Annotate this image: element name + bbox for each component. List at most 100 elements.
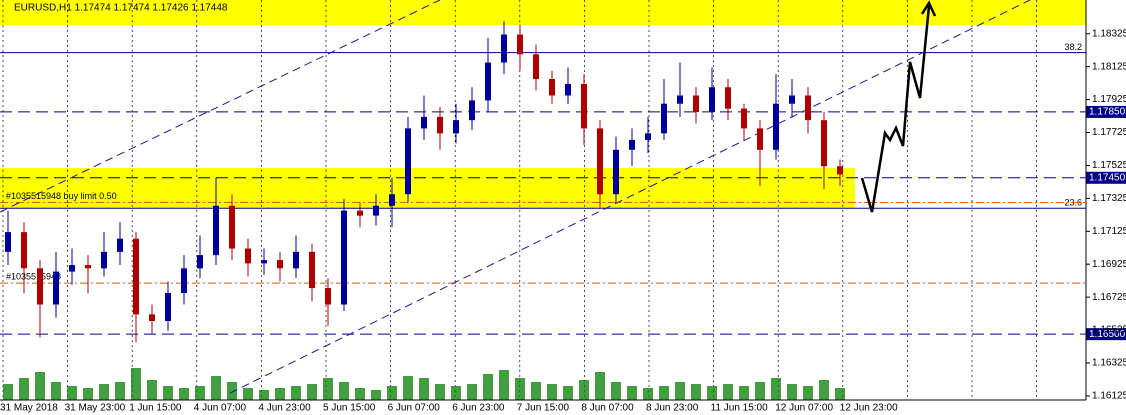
y-tick-label: 1.16325 <box>1092 358 1126 369</box>
candle-body <box>629 139 635 150</box>
forecast-path <box>860 5 931 213</box>
candle-body <box>133 238 139 315</box>
volume-bar <box>67 386 77 400</box>
volume-bar <box>803 386 813 400</box>
candle-body <box>613 149 619 195</box>
candle-body <box>149 314 155 321</box>
level-label-box <box>1086 328 1126 341</box>
x-tick-label: 7 Jun 15:00 <box>517 403 570 414</box>
candle-body <box>197 255 203 269</box>
x-tick-label: 31 May 23:00 <box>65 403 126 414</box>
candle-body <box>53 271 59 305</box>
volume-bar <box>435 384 445 400</box>
x-tick-label: 8 Jun 23:00 <box>646 403 699 414</box>
candle-body <box>341 210 347 305</box>
x-tick-label: 5 Jun 15:00 <box>323 403 376 414</box>
volume-bar <box>643 388 653 400</box>
volume-bar <box>723 384 733 400</box>
highlight-zone <box>0 0 1086 26</box>
candle-body <box>469 100 475 121</box>
volume-bar <box>835 388 845 400</box>
candles <box>5 21 843 343</box>
volume-bar <box>691 384 701 400</box>
volume <box>3 368 845 400</box>
y-tick-label: 1.16125 <box>1092 391 1126 402</box>
candle-body <box>117 238 123 252</box>
volume-bar <box>771 378 781 400</box>
channel-line <box>229 0 1031 394</box>
volume-bar <box>211 376 221 400</box>
candle-body <box>309 251 315 289</box>
y-tick-label: 1.17925 <box>1092 94 1126 105</box>
volume-bar <box>627 386 637 400</box>
volume-bar <box>483 374 493 400</box>
order-label: #1035515948 buy limit 0.50 <box>6 191 117 201</box>
x-tick-label: 1 Jun 15:00 <box>129 403 182 414</box>
candle-body <box>37 268 43 305</box>
candle-body <box>661 103 667 134</box>
volume-bar <box>291 386 301 400</box>
volume-bar <box>3 384 13 400</box>
level-label: 1.17850 <box>1089 107 1126 118</box>
y-tick-label: 1.17325 <box>1092 193 1126 204</box>
candle-body <box>581 83 587 129</box>
candle-body <box>709 87 715 112</box>
channel-line <box>0 0 441 213</box>
candle-body <box>5 232 11 252</box>
x-tick-label: 6 Jun 23:00 <box>452 403 505 414</box>
volume-bar <box>531 382 541 400</box>
volume-bar <box>403 376 413 400</box>
volume-bar <box>515 378 525 400</box>
candle-body <box>773 103 779 150</box>
volume-bar <box>387 386 397 400</box>
volume-bar <box>611 382 621 400</box>
volume-bar <box>563 386 573 400</box>
volume-bar <box>179 388 189 400</box>
volume-bar <box>131 368 141 400</box>
candle-body <box>741 108 747 129</box>
volume-bar <box>115 382 125 400</box>
candle-body <box>277 260 283 269</box>
candle-body <box>213 205 219 256</box>
y-tick-label: 1.18325 <box>1092 28 1126 39</box>
candle-body <box>837 166 843 175</box>
volume-bar <box>675 382 685 400</box>
x-tick-label: 8 Jun 07:00 <box>581 403 634 414</box>
volume-bar <box>467 384 477 400</box>
volume-bar <box>371 390 381 400</box>
candle-body <box>229 205 235 249</box>
candle-body <box>357 210 363 216</box>
candle-body <box>821 120 827 167</box>
volume-bar <box>419 378 429 400</box>
x-tick-label: 4 Jun 23:00 <box>258 403 311 414</box>
zones <box>0 0 1086 209</box>
volume-bar <box>259 390 269 400</box>
candle-body <box>245 248 251 264</box>
candle-body <box>389 194 395 206</box>
order-label: #1035515948 <box>6 272 61 282</box>
candle-body <box>805 95 811 121</box>
volume-bar <box>227 382 237 400</box>
candle-body <box>725 87 731 109</box>
volume-bar <box>51 382 61 400</box>
candle-body <box>533 54 539 80</box>
x-tick-label: 6 Jun 07:00 <box>388 403 441 414</box>
candle-body <box>485 62 491 101</box>
volume-bar <box>739 386 749 400</box>
y-tick-label: 1.17125 <box>1092 226 1126 237</box>
level-label-box <box>1086 171 1126 184</box>
volume-bar <box>243 388 253 400</box>
candle-body <box>421 116 427 129</box>
candle-body <box>85 265 91 269</box>
volume-bar <box>579 380 589 400</box>
y-tick-label: 1.16725 <box>1092 292 1126 303</box>
volume-bar <box>163 386 173 400</box>
volume-bar <box>83 388 93 400</box>
forecast-arrowhead <box>920 0 937 17</box>
volume-bar <box>35 372 45 400</box>
candle-body <box>373 205 379 216</box>
candle-body <box>597 128 603 195</box>
volume-bar <box>195 386 205 400</box>
candle-body <box>565 83 571 96</box>
